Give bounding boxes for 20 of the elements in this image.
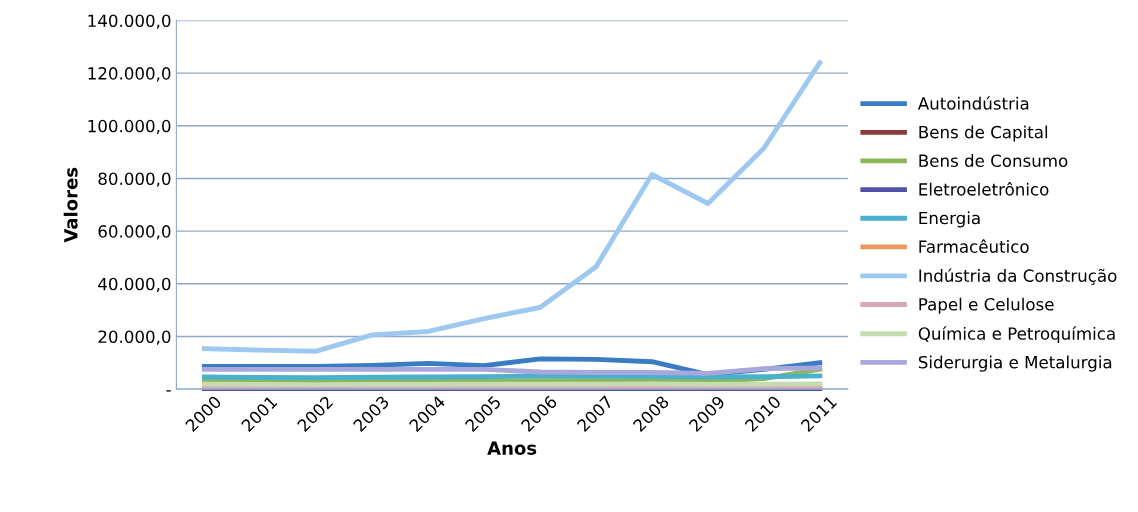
legend-label: Eletroeletrônico <box>919 182 1049 196</box>
legend-label: Autoindústria <box>917 96 1029 110</box>
y-tick-label: 80.000,0 <box>98 172 171 187</box>
legend-label: Bens de Consumo <box>919 154 1068 168</box>
y-axis-title: Valores <box>63 167 78 243</box>
legend-label: Bens de Capital <box>919 125 1048 142</box>
y-tick-label: - <box>166 390 171 392</box>
y-tick-label: 40.000,0 <box>98 277 171 293</box>
y-tick-label: 60.000,0 <box>98 225 171 240</box>
legend-label: Energia <box>919 211 980 228</box>
x-axis-title: Anos <box>487 441 537 455</box>
legend-label: Farmacêutico <box>919 239 1029 253</box>
legend-label: Papel e Celulose <box>919 297 1054 314</box>
legend-label: Química e Petroquímica <box>918 326 1115 344</box>
legend-label: Indústria da Construção <box>919 268 1117 285</box>
y-tick-label: 100.000,0 <box>88 119 171 135</box>
y-tick-label: 20.000,0 <box>98 330 171 345</box>
legend-label: Siderurgia e Metalurgia <box>918 355 1112 372</box>
y-tick-label: 140.000,0 <box>88 14 171 29</box>
y-tick-label: 120.000,0 <box>88 67 171 82</box>
